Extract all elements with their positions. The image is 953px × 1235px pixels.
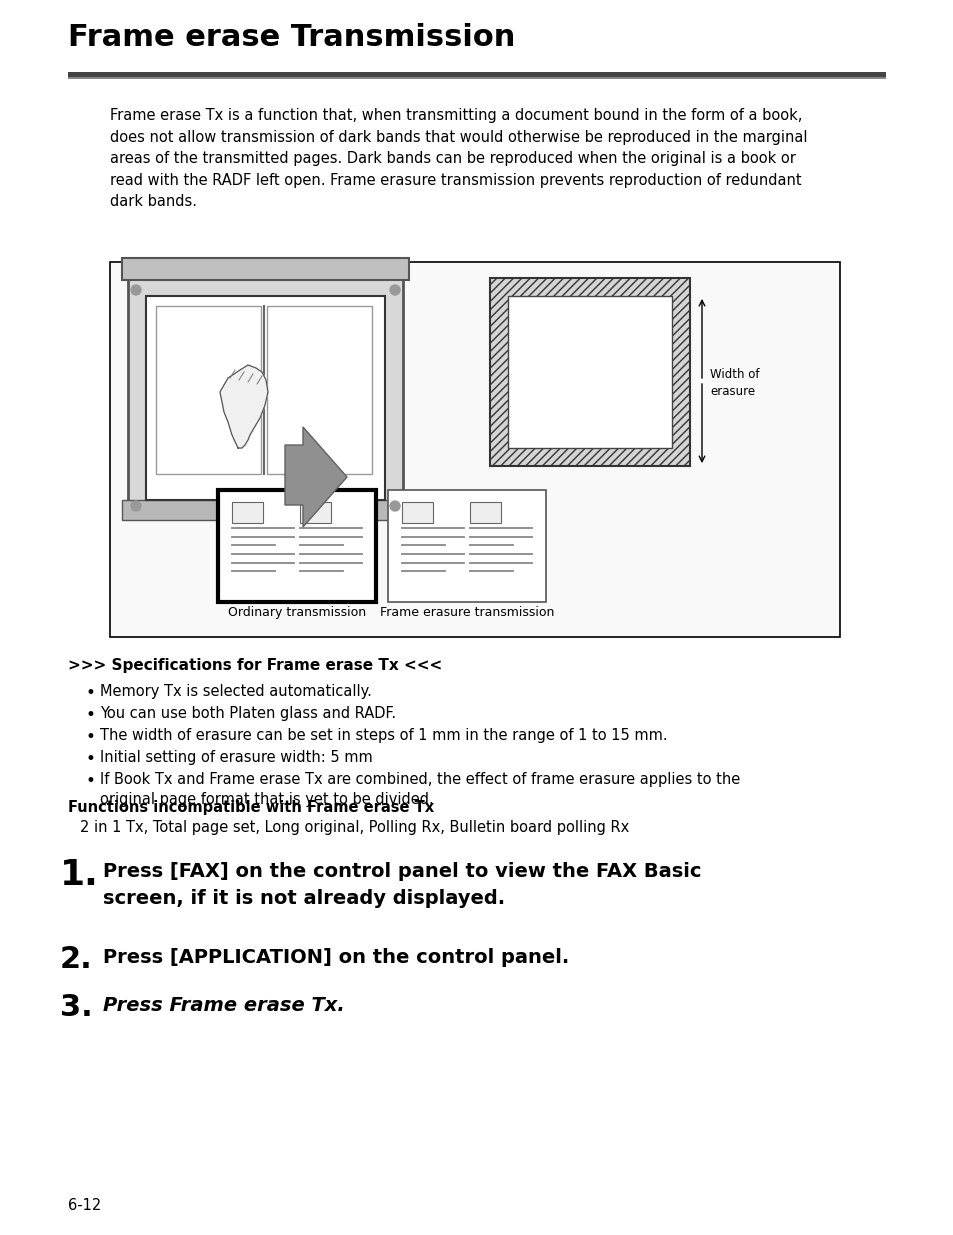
Text: 6-12: 6-12 [68, 1198, 101, 1213]
Polygon shape [285, 427, 347, 527]
Text: •: • [86, 706, 95, 724]
Text: Press Frame erase Tx.: Press Frame erase Tx. [103, 995, 344, 1015]
Bar [146, 296, 385, 500]
Text: 3.: 3. [60, 993, 92, 1023]
Bar [388, 490, 545, 601]
Bar [401, 501, 433, 522]
Text: Functions incompatible with Frame erase Tx: Functions incompatible with Frame erase … [68, 800, 434, 815]
Bar [218, 490, 375, 601]
Circle shape [390, 501, 399, 511]
Text: •: • [86, 727, 95, 746]
Circle shape [131, 285, 141, 295]
Text: Ordinary transmission: Ordinary transmission [228, 606, 366, 619]
Text: Press [APPLICATION] on the control panel.: Press [APPLICATION] on the control panel… [103, 948, 569, 967]
Circle shape [390, 285, 399, 295]
Text: •: • [86, 772, 95, 790]
Text: Frame erase Transmission: Frame erase Transmission [68, 23, 515, 52]
Text: Initial setting of erasure width: 5 mm: Initial setting of erasure width: 5 mm [100, 750, 373, 764]
Bar [232, 501, 263, 522]
Bar [128, 278, 402, 517]
Text: •: • [86, 684, 95, 701]
Text: Width of
erasure: Width of erasure [709, 368, 759, 398]
Text: The width of erasure can be set in steps of 1 mm in the range of 1 to 15 mm.: The width of erasure can be set in steps… [100, 727, 667, 743]
Text: •: • [86, 750, 95, 768]
Text: Frame erase Tx is a function that, when transmitting a document bound in the for: Frame erase Tx is a function that, when … [110, 107, 806, 210]
Polygon shape [220, 366, 268, 448]
Text: 1.: 1. [60, 858, 99, 892]
Bar [490, 278, 689, 466]
Bar [470, 501, 500, 522]
Bar [156, 306, 261, 474]
Bar [122, 500, 409, 520]
Text: Memory Tx is selected automatically.: Memory Tx is selected automatically. [100, 684, 372, 699]
Bar [68, 77, 885, 79]
Bar [110, 262, 840, 637]
Text: Frame erasure transmission: Frame erasure transmission [379, 606, 554, 619]
Text: 2 in 1 Tx, Total page set, Long original, Polling Rx, Bulletin board polling Rx: 2 in 1 Tx, Total page set, Long original… [80, 820, 629, 835]
Text: 2.: 2. [60, 945, 92, 974]
Circle shape [131, 501, 141, 511]
Text: Press [FAX] on the control panel to view the FAX Basic
screen, if it is not alre: Press [FAX] on the control panel to view… [103, 862, 700, 908]
Bar [507, 296, 671, 448]
Text: >>> Specifications for Frame erase Tx <<<: >>> Specifications for Frame erase Tx <<… [68, 658, 442, 673]
Bar [299, 501, 331, 522]
Text: If Book Tx and Frame erase Tx are combined, the effect of frame erasure applies : If Book Tx and Frame erase Tx are combin… [100, 772, 740, 806]
Bar [267, 306, 372, 474]
Text: You can use both Platen glass and RADF.: You can use both Platen glass and RADF. [100, 706, 395, 721]
Bar [122, 258, 409, 280]
Bar [68, 72, 885, 77]
